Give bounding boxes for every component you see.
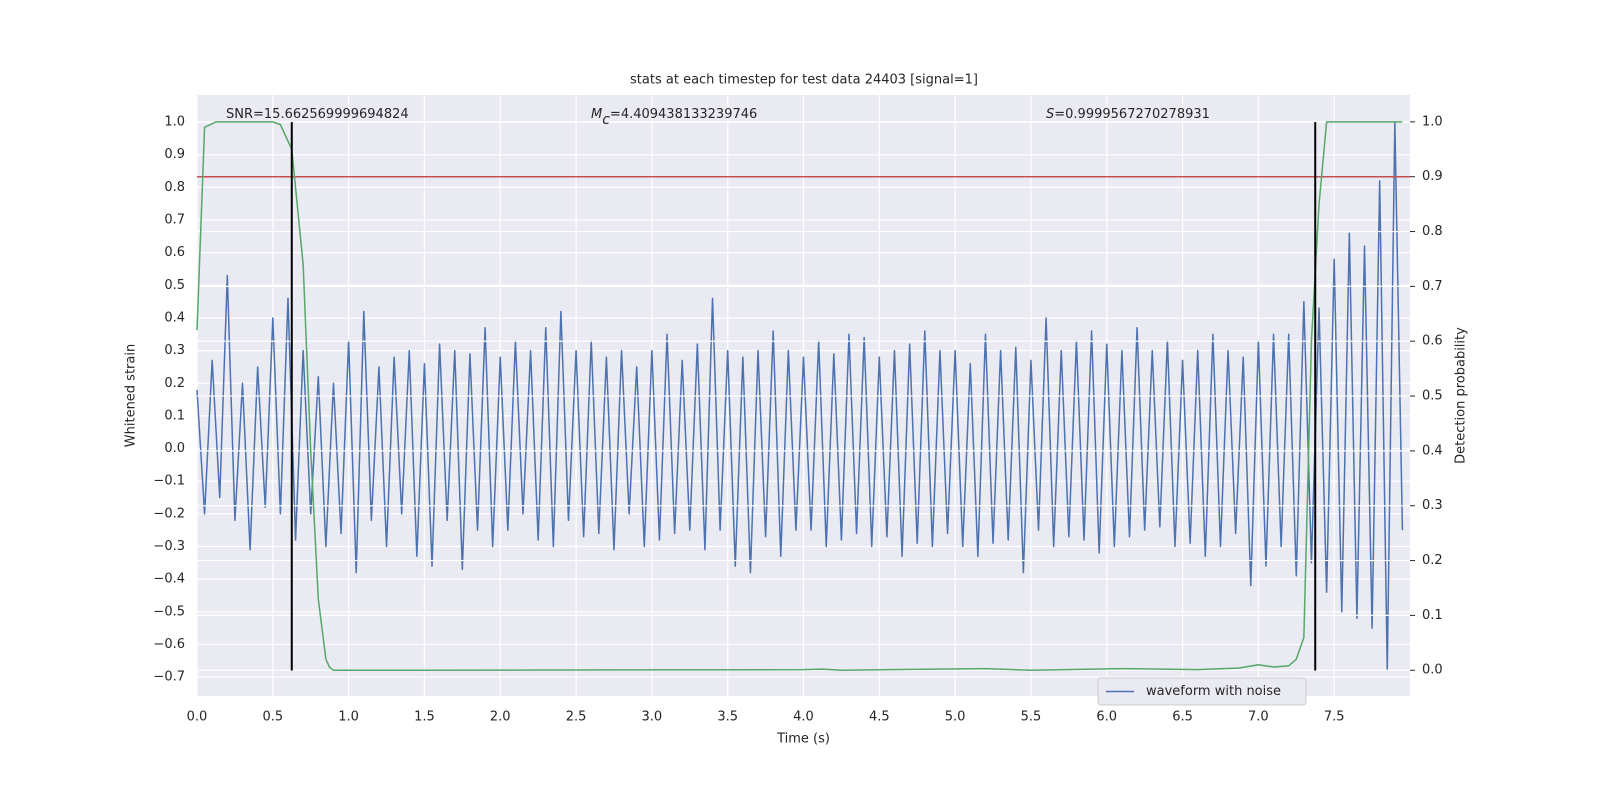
annotation-symbol: S <box>1046 107 1054 122</box>
x-tick-label: 7.5 <box>1324 710 1345 725</box>
y-tick-label: −0.7 <box>153 670 185 685</box>
x-tick-label: 2.0 <box>490 710 511 725</box>
y2-tick-label: 0.4 <box>1422 443 1443 458</box>
x-tick-label: 4.0 <box>793 710 814 725</box>
y2-tick-label: 0.2 <box>1422 553 1443 568</box>
y2-tick-label: 0.5 <box>1422 389 1443 404</box>
x-tick-label: 1.0 <box>338 710 359 725</box>
x-tick-label: 3.5 <box>717 710 738 725</box>
y2-tick-label: 0.8 <box>1422 224 1443 239</box>
y-tick-label: 0.0 <box>164 441 185 456</box>
chart-title: stats at each timestep for test data 244… <box>630 73 978 88</box>
legend-box <box>1097 677 1307 706</box>
x-tick-label: 1.5 <box>414 710 435 725</box>
y-tick-label: 0.9 <box>164 147 185 162</box>
y2-tick-label: 0.9 <box>1422 169 1443 184</box>
annotation-text: =4.409438133239746 <box>610 107 757 122</box>
y-axis-label: Whitened strain <box>124 344 139 447</box>
y2-tick-label: 0.7 <box>1422 279 1443 294</box>
y-tick-label: 0.3 <box>164 343 185 358</box>
y2-axis-label: Detection probability <box>1454 327 1469 464</box>
x-tick-label: 6.0 <box>1096 710 1117 725</box>
y-tick-label: 0.7 <box>164 213 185 228</box>
y2-tick-label: 0.0 <box>1422 663 1443 678</box>
x-tick-label: 2.5 <box>566 710 587 725</box>
annotation-subscript: c <box>602 112 610 128</box>
x-tick-label: 4.5 <box>869 710 890 725</box>
annotation-text: =0.9999567270278931 <box>1054 107 1210 122</box>
y2-tick-label: 0.3 <box>1422 498 1443 513</box>
y-tick-label: 0.2 <box>164 376 185 391</box>
y-tick-label: 0.8 <box>164 180 185 195</box>
y2-tick-label: 0.6 <box>1422 334 1443 349</box>
y-tick-label: 0.6 <box>164 245 185 260</box>
x-tick-label: 0.5 <box>262 710 283 725</box>
y-tick-label: −0.1 <box>153 474 185 489</box>
y-tick-label: −0.3 <box>153 539 185 554</box>
y2-tick-label: 0.1 <box>1422 608 1443 623</box>
legend-label: waveform with noise <box>1146 684 1281 699</box>
annotation-text: SNR=15.662569999694824 <box>226 107 409 122</box>
y-tick-label: 1.0 <box>164 115 185 130</box>
y2-tick-label: 1.0 <box>1422 114 1443 129</box>
annotation: S=0.9999567270278931 <box>1046 107 1210 122</box>
x-tick-label: 6.5 <box>1172 710 1193 725</box>
y-tick-label: −0.4 <box>153 572 185 587</box>
annotation-symbol: M <box>591 107 602 122</box>
y-tick-label: −0.5 <box>153 604 185 619</box>
x-tick-label: 0.0 <box>187 710 208 725</box>
y-tick-label: 0.5 <box>164 278 185 293</box>
x-tick-label: 3.0 <box>642 710 663 725</box>
x-tick-label: 5.5 <box>1021 710 1042 725</box>
x-tick-label: 7.0 <box>1248 710 1269 725</box>
y-tick-label: 0.4 <box>164 310 185 325</box>
series-line <box>196 121 1404 672</box>
x-axis-label: Time (s) <box>776 732 830 747</box>
annotation: Mc=4.409438133239746 <box>591 107 757 129</box>
y-tick-label: −0.6 <box>153 637 185 652</box>
x-tick-label: 5.0 <box>945 710 966 725</box>
annotation: SNR=15.662569999694824 <box>226 107 409 122</box>
y-tick-label: −0.2 <box>153 506 185 521</box>
y-tick-label: 0.1 <box>164 408 185 423</box>
